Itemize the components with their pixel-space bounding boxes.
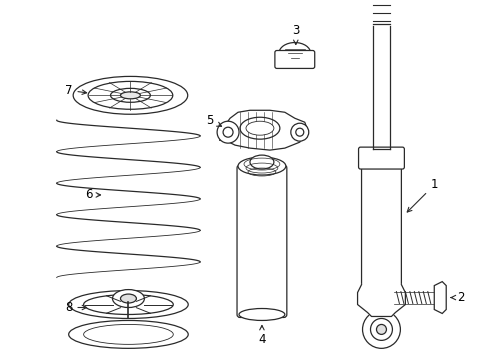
Text: 1: 1 <box>407 179 437 212</box>
Polygon shape <box>220 110 307 150</box>
Ellipse shape <box>88 81 172 109</box>
Ellipse shape <box>110 88 150 102</box>
Ellipse shape <box>245 121 273 135</box>
Ellipse shape <box>68 320 188 348</box>
Text: 4: 4 <box>258 325 265 346</box>
Ellipse shape <box>278 42 310 64</box>
Ellipse shape <box>73 76 187 114</box>
Ellipse shape <box>83 324 173 345</box>
Text: 2: 2 <box>450 291 464 304</box>
Ellipse shape <box>83 294 173 315</box>
FancyBboxPatch shape <box>358 147 404 169</box>
Ellipse shape <box>120 92 140 99</box>
FancyBboxPatch shape <box>361 163 401 306</box>
Ellipse shape <box>370 319 392 340</box>
Ellipse shape <box>120 294 136 303</box>
Ellipse shape <box>295 128 303 136</box>
Ellipse shape <box>238 157 285 175</box>
Ellipse shape <box>239 309 285 320</box>
Ellipse shape <box>290 123 308 141</box>
Ellipse shape <box>217 121 239 143</box>
Polygon shape <box>433 282 446 314</box>
Ellipse shape <box>249 155 273 169</box>
Ellipse shape <box>68 291 188 319</box>
Ellipse shape <box>223 127 233 137</box>
FancyBboxPatch shape <box>274 50 314 68</box>
Ellipse shape <box>112 289 144 307</box>
Polygon shape <box>357 285 405 316</box>
Text: 8: 8 <box>65 301 86 314</box>
Ellipse shape <box>376 324 386 334</box>
Text: 5: 5 <box>206 114 221 127</box>
Text: 6: 6 <box>85 188 101 202</box>
FancyBboxPatch shape <box>237 165 286 318</box>
Text: 7: 7 <box>65 84 86 97</box>
Ellipse shape <box>362 310 400 348</box>
Ellipse shape <box>240 117 279 139</box>
Text: 3: 3 <box>291 24 299 45</box>
